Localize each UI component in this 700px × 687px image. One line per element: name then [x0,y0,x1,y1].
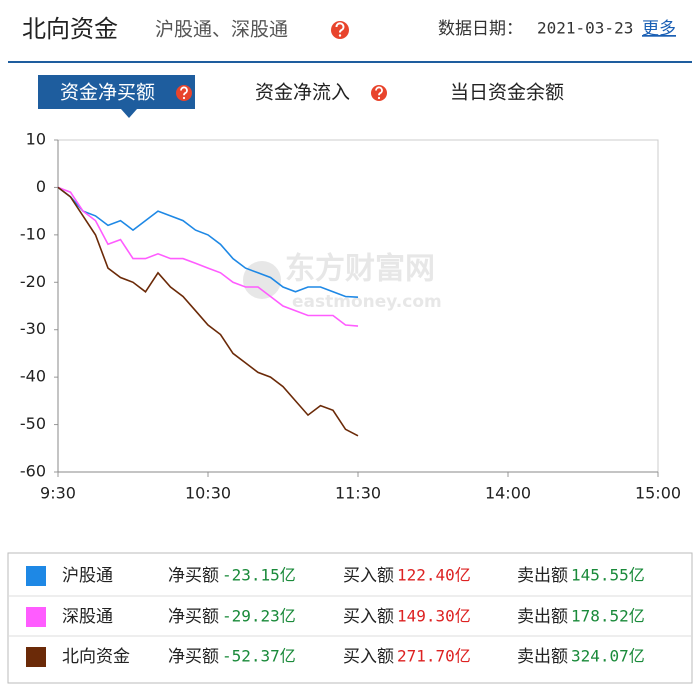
tab-pointer [121,109,137,118]
net-value: -29.23亿 [222,607,296,626]
summary-box [7,552,693,684]
net-label: 净买额 [168,607,219,627]
watermark: 东方财富网 eastmoney.com [243,252,442,312]
buy-label: 买入额 [343,647,394,667]
help-icon[interactable] [371,85,387,101]
y-tick-label: -60 [20,462,46,481]
more-link[interactable]: 更多 [642,19,676,39]
header-title: 北向资金 [22,15,118,43]
y-tick-label: -20 [20,272,46,291]
plot: 10 0 -10 -20 -30 -40 -50 -60 9:30 10:30 11:30 14:00… [20,130,681,503]
legend-swatch [26,647,46,667]
tab[interactable]: 资金净流入 [255,82,350,104]
net-label: 净买额 [168,647,219,667]
buy-value: 271.70亿 [397,647,471,666]
net-value: -23.15亿 [222,566,296,585]
series-line [57,186,359,298]
buy-label: 买入额 [343,566,394,586]
sell-value: 178.52亿 [571,607,645,626]
legend-swatch [26,566,46,586]
y-tick-label: 0 [36,177,46,196]
net-value: -52.37亿 [222,647,296,666]
legend-name: 北向资金 [62,647,130,667]
buy-label: 买入额 [343,607,394,627]
x-tick-label: 9:30 [40,484,76,503]
watermark-domain: eastmoney.com [292,292,442,312]
help-icon[interactable] [331,21,349,39]
legend-swatch [26,607,46,627]
tabs: 资金净买额 资金净流入 当日资金余额 [38,75,564,118]
active-tab-bg [38,75,195,109]
tab[interactable]: 资金净买额 [60,82,155,104]
series-line [57,186,359,327]
x-tick-label: 14:00 [485,484,531,503]
x-tick-label: 11:30 [335,484,381,503]
watermark-name: 东方财富网 [285,252,435,287]
y-tick-label: 10 [26,130,46,149]
legend-name: 深股通 [62,607,113,627]
series-line [57,186,359,437]
x-tick-label: 10:30 [185,484,231,503]
legend-name: 沪股通 [62,566,113,586]
buy-value: 122.40亿 [397,566,471,585]
sell-label: 卖出额 [517,566,568,586]
tab[interactable]: 当日资金余额 [450,82,564,104]
net-label: 净买额 [168,566,219,586]
sell-label: 卖出额 [517,607,568,627]
date: 2021-03-23 [537,19,633,38]
sell-value: 145.55亿 [571,566,645,585]
y-tick-label: -50 [20,414,46,433]
y-tick-label: -40 [20,367,46,386]
buy-value: 149.30亿 [397,607,471,626]
x-tick-label: 15:00 [635,484,681,503]
help-icon[interactable] [176,85,192,101]
header-subtitle: 沪股通、深股通 [155,19,288,41]
date-label: 数据日期： [438,19,523,39]
y-tick-label: -10 [20,224,46,243]
sell-label: 卖出额 [517,647,568,667]
y-tick-label: -30 [20,319,46,338]
sell-value: 324.07亿 [571,647,645,666]
